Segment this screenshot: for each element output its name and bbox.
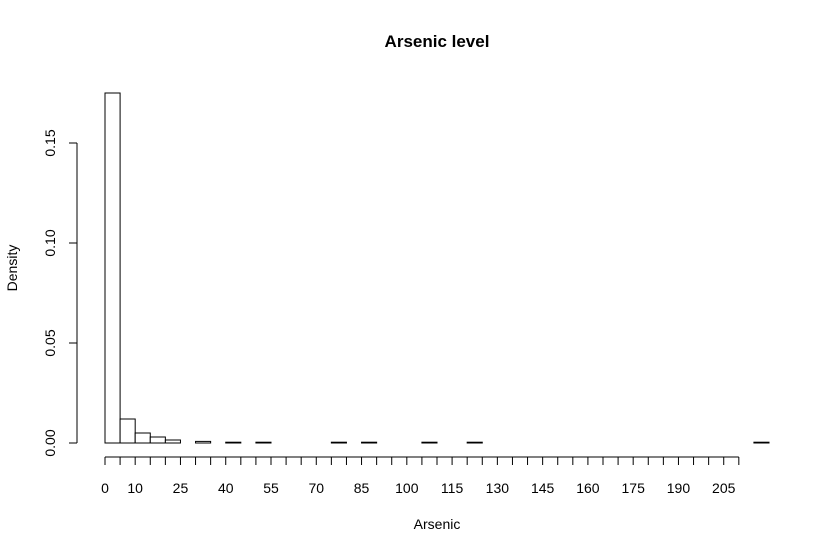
- y-axis: 0.00 0.05 0.10 0.15: [42, 129, 78, 457]
- histogram-bar: [421, 441, 438, 444]
- y-tick-label: 0.15: [42, 129, 58, 156]
- x-tick-label: 10: [127, 480, 143, 496]
- y-axis-title: Density: [4, 245, 20, 292]
- x-tick-label: 70: [308, 480, 324, 496]
- y-tick-label: 0.00: [42, 429, 58, 456]
- x-tick-label: 85: [354, 480, 370, 496]
- y-tick-label: 0.05: [42, 329, 58, 356]
- x-tick-label: 25: [173, 480, 189, 496]
- x-tick-label: 0: [101, 480, 109, 496]
- x-tick-label: 55: [263, 480, 279, 496]
- histogram-bar: [225, 441, 242, 444]
- histogram-bar: [119, 418, 136, 444]
- histogram-bar: [330, 441, 347, 444]
- x-axis-title: Arsenic: [414, 516, 461, 532]
- histogram-bar: [164, 439, 181, 444]
- histogram-bar: [149, 436, 166, 444]
- y-tick-label: 0.10: [42, 229, 58, 256]
- histogram-bar: [753, 441, 770, 444]
- chart-title: Arsenic level: [385, 32, 490, 51]
- x-tick-label: 145: [531, 480, 555, 496]
- histogram-bar: [195, 440, 212, 444]
- x-tick-label: 160: [576, 480, 600, 496]
- x-tick-label: 40: [218, 480, 234, 496]
- x-tick-label: 115: [441, 480, 464, 496]
- histogram-bar: [255, 441, 272, 444]
- x-tick-label: 190: [667, 480, 691, 496]
- x-tick-label: 205: [712, 480, 736, 496]
- histogram-bar: [104, 92, 121, 444]
- histogram-bar: [466, 441, 483, 444]
- x-axis: 0 10 25 40 55 70 85 100 115 130 145 160 175 190 205: [101, 456, 740, 496]
- x-tick-label: 100: [395, 480, 419, 496]
- x-tick-label: 175: [622, 480, 646, 496]
- x-tick-label: 130: [486, 480, 510, 496]
- bars-group: [104, 92, 770, 444]
- histogram-bar: [134, 432, 151, 444]
- histogram-bar: [361, 441, 378, 444]
